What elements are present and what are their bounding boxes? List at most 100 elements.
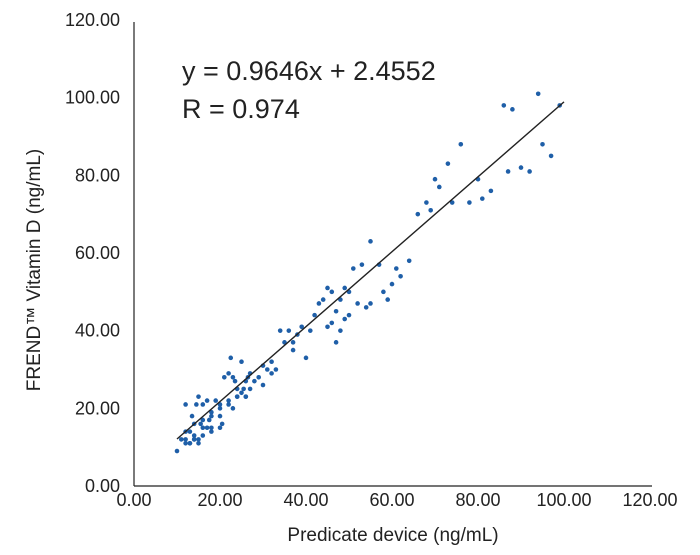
data-point	[312, 312, 317, 318]
data-point	[247, 386, 253, 392]
data-point	[548, 153, 554, 159]
data-point	[243, 394, 249, 399]
data-point	[198, 421, 203, 427]
data-point	[226, 371, 231, 376]
data-point	[458, 141, 464, 147]
data-point	[187, 440, 193, 446]
data-point	[200, 425, 206, 431]
data-point	[204, 425, 210, 431]
r-value-annotation: R = 0.974	[182, 94, 300, 124]
data-point	[286, 328, 292, 333]
data-point	[320, 297, 326, 302]
y-tick-labels: 0.00 20.00 40.00 60.00 80.00 100.00 120.00	[65, 10, 120, 496]
data-point	[325, 285, 330, 291]
x-tick-label: 0.00	[116, 490, 151, 510]
data-point	[269, 371, 274, 376]
data-point	[385, 297, 391, 302]
y-tick-label: 120.00	[65, 10, 120, 30]
y-tick-label: 20.00	[75, 398, 120, 418]
data-point	[191, 437, 197, 442]
data-points	[174, 91, 562, 454]
data-point	[191, 433, 197, 438]
data-point	[256, 374, 262, 380]
data-point	[183, 437, 188, 442]
data-point	[277, 328, 283, 333]
data-point	[222, 374, 227, 380]
data-point	[239, 390, 244, 396]
data-point	[351, 266, 356, 271]
x-tick-label: 20.00	[197, 490, 242, 510]
data-point	[535, 91, 541, 97]
data-point	[325, 324, 330, 330]
x-axis-title: Predicate device (ng/mL)	[287, 525, 498, 546]
data-point	[196, 440, 201, 446]
data-point	[239, 359, 244, 365]
data-point	[209, 413, 214, 419]
y-tick-label: 40.00	[75, 321, 120, 341]
data-point	[196, 394, 201, 399]
x-tick-label: 60.00	[369, 490, 414, 510]
axes	[133, 22, 652, 487]
data-point	[187, 429, 193, 434]
y-tick-label: 80.00	[75, 165, 120, 185]
data-point	[206, 417, 212, 423]
data-point	[183, 440, 188, 446]
data-point	[518, 165, 524, 170]
data-point	[252, 378, 257, 384]
data-point	[527, 169, 532, 174]
data-point	[194, 402, 199, 407]
data-point	[189, 413, 195, 419]
x-tick-label: 40.00	[283, 490, 328, 510]
data-point	[381, 289, 386, 295]
data-point	[269, 359, 274, 365]
data-point	[333, 308, 339, 314]
data-point	[428, 207, 434, 213]
data-point	[329, 289, 335, 295]
equation-annotation: y = 0.9646x + 2.4552	[182, 56, 436, 86]
data-point	[308, 328, 313, 333]
data-point	[480, 196, 485, 201]
data-point	[368, 239, 373, 244]
data-point	[316, 301, 322, 306]
data-point	[213, 398, 218, 403]
data-point	[209, 409, 214, 415]
data-point	[329, 320, 335, 326]
data-point	[342, 316, 348, 322]
data-point	[196, 437, 201, 442]
data-point	[510, 107, 515, 112]
data-point	[200, 417, 206, 423]
data-point	[505, 169, 511, 174]
data-point	[415, 211, 421, 217]
data-point	[174, 448, 180, 454]
data-point	[219, 421, 225, 427]
data-point	[217, 425, 223, 431]
x-tick-label: 100.00	[536, 490, 591, 510]
data-point	[303, 355, 309, 361]
x-tick-labels: 0.00 20.00 40.00 60.00 80.00 100.00 120.00	[116, 490, 677, 510]
data-point	[389, 281, 395, 287]
y-tick-label: 60.00	[75, 243, 120, 263]
data-point	[230, 374, 236, 380]
data-point	[217, 413, 223, 419]
data-point	[338, 328, 343, 333]
data-point	[226, 398, 231, 403]
data-point	[234, 394, 240, 399]
data-point	[209, 429, 214, 434]
data-point	[200, 402, 206, 407]
data-point	[346, 312, 352, 318]
data-point	[200, 433, 206, 438]
data-point	[432, 176, 438, 182]
data-point	[226, 402, 231, 407]
data-point	[445, 161, 451, 166]
y-tick-label: 0.00	[85, 476, 120, 496]
y-tick-label: 100.00	[65, 88, 120, 108]
data-point	[394, 266, 399, 271]
data-point	[488, 188, 494, 194]
data-point	[540, 141, 545, 147]
x-tick-label: 120.00	[622, 490, 677, 510]
data-point	[501, 103, 507, 108]
data-point	[333, 340, 339, 345]
data-point	[209, 425, 214, 431]
x-tick-label: 80.00	[455, 490, 500, 510]
